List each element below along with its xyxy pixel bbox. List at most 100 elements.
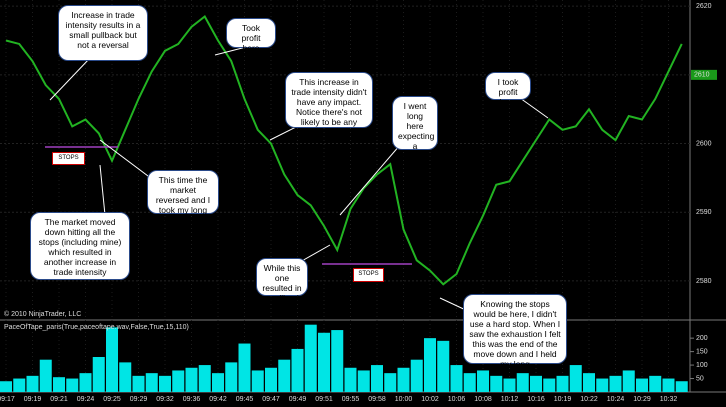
x-tick-label: 09:24 — [77, 396, 95, 403]
volume-bar — [106, 327, 118, 392]
volume-bar — [251, 370, 264, 392]
x-tick-label: 10:32 — [660, 396, 678, 403]
volume-bar — [463, 373, 476, 392]
x-tick-label: 10:29 — [633, 396, 651, 403]
volume-bar — [662, 378, 675, 392]
x-tick-label: 10:06 — [448, 396, 466, 403]
x-tick-label: 09:25 — [103, 396, 121, 403]
y-tick-label: 150 — [696, 348, 708, 355]
volume-bar — [318, 332, 330, 392]
last-price-box — [691, 69, 717, 80]
volume-bar — [344, 367, 357, 392]
volume-bar — [543, 378, 556, 392]
volume-bar — [291, 348, 304, 392]
x-tick-label: 10:08 — [474, 396, 492, 403]
volume-bar — [265, 367, 277, 392]
copyright: © 2010 NinjaTrader, LLC — [4, 310, 81, 318]
annotation: While this one resulted in a pullback — [256, 258, 308, 303]
volume-bar — [437, 340, 450, 392]
volume-bar — [371, 365, 383, 392]
x-tick-label: 09:55 — [342, 396, 360, 403]
x-tick-label: 09:58 — [368, 396, 386, 403]
x-tick-label: 09:17 — [0, 396, 15, 403]
x-tick-label: 10:24 — [607, 396, 625, 403]
y-tick-label: 200 — [696, 335, 708, 342]
volume-bar — [13, 378, 26, 392]
annotation: I took profit here — [485, 72, 531, 107]
stops-label: STOPS — [52, 152, 85, 165]
annotation: I went long here expecting a reversal — [392, 96, 438, 161]
price-line — [5, 14, 683, 286]
stops-label: STOPS — [353, 268, 384, 282]
y-tick-label: 2590 — [696, 209, 712, 216]
x-tick-label: 09:51 — [315, 396, 333, 403]
x-tick-label: 10:19 — [554, 396, 572, 403]
volume-bar — [198, 365, 211, 392]
x-tick-label: 09:45 — [236, 396, 254, 403]
volume-bar — [384, 373, 397, 392]
last-price-label: 2610 — [694, 72, 710, 79]
volume-bar — [79, 373, 92, 392]
x-tick-label: 10:00 — [395, 396, 413, 403]
volume-bar — [132, 375, 145, 392]
volume-bar — [26, 375, 39, 392]
volume-bar — [159, 375, 171, 392]
volume-bar — [0, 381, 12, 392]
annotation: Increase in trade intensity results in a… — [58, 5, 148, 61]
x-tick-label: 09:42 — [209, 396, 227, 403]
x-tick-label: 10:02 — [421, 396, 439, 403]
volume-bar — [172, 370, 185, 392]
volume-bar — [490, 375, 503, 392]
annotation: This increase in trade intensity didn't … — [285, 72, 373, 137]
x-tick-label: 09:21 — [50, 396, 68, 403]
volume-bar — [530, 375, 542, 392]
x-tick-label: 09:19 — [24, 396, 42, 403]
y-tick-label: 100 — [696, 362, 708, 369]
annotation: The market moved down hitting all the st… — [30, 212, 130, 280]
volume-bar — [66, 378, 79, 392]
x-tick-label: 10:22 — [580, 396, 598, 403]
volume-bar — [119, 362, 132, 392]
volume-bar — [410, 359, 423, 392]
volume-bar — [609, 375, 622, 392]
volume-bar — [503, 378, 516, 392]
volume-bar — [225, 362, 238, 392]
y-tick-label: 50 — [696, 375, 704, 382]
volume-bar — [556, 375, 569, 392]
volume-bar — [596, 378, 609, 392]
annotation: This time the market reversed and I took… — [147, 170, 219, 225]
volume-bar — [238, 343, 251, 392]
volume-bar — [39, 359, 52, 392]
volume-bar — [53, 377, 65, 392]
volume-bar — [357, 370, 370, 392]
volume-bar — [304, 324, 317, 392]
x-tick-label: 09:49 — [289, 396, 307, 403]
x-tick-label: 10:12 — [501, 396, 519, 403]
annotation: Took profit here — [226, 18, 276, 53]
volume-bar — [477, 370, 489, 392]
volume-bar — [583, 373, 595, 392]
volume-bar — [622, 370, 635, 392]
volume-bar — [397, 367, 410, 392]
volume-bar — [636, 378, 648, 392]
volume-bar — [450, 365, 463, 392]
volume-bar — [569, 365, 582, 392]
y-tick-label: 2620 — [696, 3, 712, 10]
volume-bar — [331, 330, 344, 392]
volume-bar — [278, 359, 291, 392]
x-tick-label: 09:29 — [130, 396, 148, 403]
indicator-title: PaceOfTape_paris(True,paceoftape.wav,Fal… — [4, 324, 189, 331]
volume-bar — [424, 338, 436, 392]
annotation: Knowing the stops would be here, I didn'… — [463, 294, 567, 369]
y-tick-label: 2580 — [696, 278, 712, 285]
y-tick-label: 2600 — [696, 140, 712, 147]
volume-bar — [649, 375, 662, 392]
x-tick-label: 09:32 — [156, 396, 174, 403]
volume-bar — [145, 373, 158, 392]
volume-bar — [92, 357, 105, 392]
volume-bar — [516, 373, 529, 392]
volume-bar — [185, 367, 198, 392]
x-tick-label: 09:47 — [262, 396, 280, 403]
